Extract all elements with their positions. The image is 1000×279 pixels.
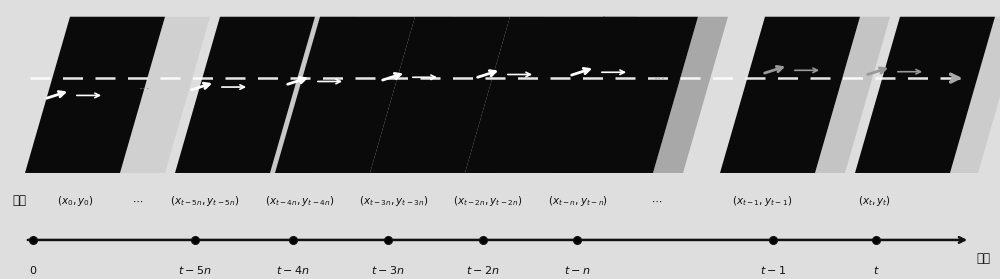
Polygon shape xyxy=(175,17,315,173)
Polygon shape xyxy=(558,17,698,173)
Polygon shape xyxy=(275,17,415,173)
Polygon shape xyxy=(270,17,355,173)
Polygon shape xyxy=(950,17,1000,173)
Polygon shape xyxy=(370,17,453,173)
Polygon shape xyxy=(720,17,860,173)
Text: $t-4n$: $t-4n$ xyxy=(276,264,310,276)
Text: $(x_{t-3n},y_{t-3n})$: $(x_{t-3n},y_{t-3n})$ xyxy=(359,194,429,208)
Text: $\cdots$: $\cdots$ xyxy=(651,196,663,206)
Text: $(x_0,y_0)$: $(x_0,y_0)$ xyxy=(57,194,93,208)
Text: $(x_{t-2n},y_{t-2n})$: $(x_{t-2n},y_{t-2n})$ xyxy=(453,194,523,208)
Text: $t$: $t$ xyxy=(873,264,879,276)
Text: ...: ... xyxy=(139,79,151,92)
Polygon shape xyxy=(815,17,890,173)
Text: $t-n$: $t-n$ xyxy=(564,264,590,276)
Text: $(x_{t-5n},y_{t-5n})$: $(x_{t-5n},y_{t-5n})$ xyxy=(170,194,240,208)
Polygon shape xyxy=(370,17,510,173)
Text: $t-3n$: $t-3n$ xyxy=(371,264,405,276)
Polygon shape xyxy=(560,17,637,173)
Polygon shape xyxy=(653,17,728,173)
Text: ...: ... xyxy=(654,69,666,82)
Polygon shape xyxy=(465,17,545,173)
Text: $(x_{t-n},y_{t-n})$: $(x_{t-n},y_{t-n})$ xyxy=(548,194,608,208)
Polygon shape xyxy=(120,17,210,173)
Polygon shape xyxy=(25,17,165,173)
Polygon shape xyxy=(855,17,995,173)
Text: $0$: $0$ xyxy=(29,264,37,276)
Text: 时间: 时间 xyxy=(976,252,990,264)
Text: $t-1$: $t-1$ xyxy=(760,264,786,276)
Polygon shape xyxy=(465,17,605,173)
Text: 位置: 位置 xyxy=(12,194,26,207)
Text: $(x_{t-4n},y_{t-4n})$: $(x_{t-4n},y_{t-4n})$ xyxy=(265,194,335,208)
Text: $(x_t,y_t)$: $(x_t,y_t)$ xyxy=(858,194,892,208)
Text: $\cdots$: $\cdots$ xyxy=(132,196,144,206)
Text: $(x_{t-1},y_{t-1})$: $(x_{t-1},y_{t-1})$ xyxy=(732,194,792,208)
Text: $t-5n$: $t-5n$ xyxy=(178,264,212,276)
Text: $t-2n$: $t-2n$ xyxy=(466,264,500,276)
